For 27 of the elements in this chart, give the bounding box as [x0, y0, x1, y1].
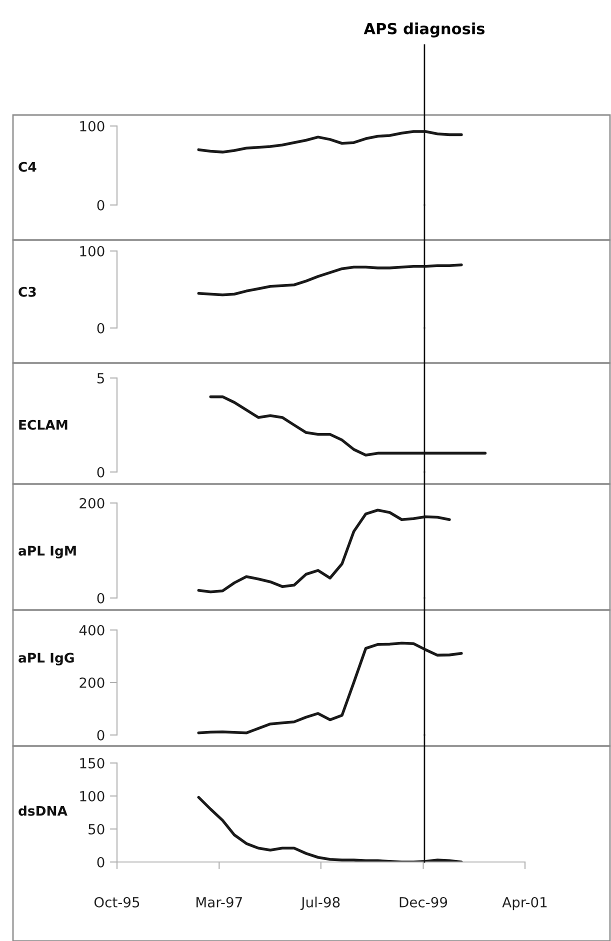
- y-axis-title: dsDNA: [18, 806, 68, 816]
- ref-line-label: APS diagnosis: [364, 22, 485, 38]
- y-tick-label: 200: [80, 677, 104, 688]
- x-tick-label: Mar-97: [196, 896, 242, 908]
- y-axis-title: aPL IgG: [18, 652, 74, 666]
- y-tick-label: 50: [88, 824, 104, 834]
- x-tick-label: Jul-98: [300, 896, 340, 910]
- y-tick-label: 0: [97, 592, 104, 604]
- x-tick-label: Apr-01: [502, 896, 547, 910]
- y-tick-label: 0: [97, 730, 104, 740]
- y-tick-label: 0: [97, 200, 104, 210]
- x-tick-label: Dec-99: [400, 896, 448, 908]
- y-axis-title: C3: [18, 286, 36, 297]
- y-tick-label: 100: [80, 246, 104, 256]
- y-tick-label: 5: [97, 373, 104, 384]
- y-tick-label: 400: [79, 624, 104, 636]
- y-tick-label: 200: [80, 498, 104, 508]
- y-tick-label: 150: [80, 758, 104, 768]
- y-axis-title: aPL IgM: [18, 546, 76, 558]
- y-tick-label: 100: [80, 120, 104, 132]
- y-axis-title: C4: [18, 162, 36, 172]
- y-tick-label: 0: [97, 856, 104, 868]
- y-tick-label: 0: [97, 466, 104, 478]
- y-axis-title: ECLAM: [19, 420, 68, 430]
- y-tick-label: 0: [97, 322, 104, 334]
- x-tick-label: Oct-95: [94, 896, 140, 908]
- y-tick-label: 100: [80, 790, 104, 802]
